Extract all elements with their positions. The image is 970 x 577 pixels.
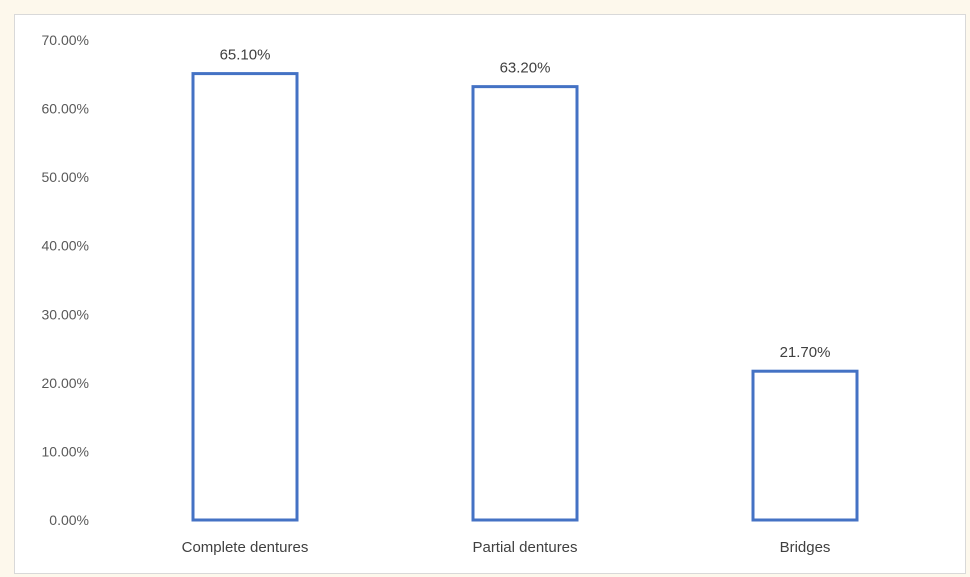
- data-label: 21.70%: [780, 344, 831, 361]
- data-label: 63.20%: [500, 60, 551, 77]
- data-label: 65.10%: [220, 47, 271, 64]
- y-tick-label: 60.00%: [42, 101, 89, 117]
- chart-frame: 0.00% 10.00% 20.00% 30.00% 40.00% 50.00% 60.00…: [14, 14, 966, 574]
- y-tick-label: 10.00%: [42, 443, 89, 459]
- y-axis: 0.00% 10.00% 20.00% 30.00% 40.00% 50.00% 60.00…: [42, 32, 89, 528]
- bar-partial-dentures: [471, 85, 579, 522]
- y-tick-label: 70.00%: [42, 32, 89, 48]
- bar-complete-dentures: [191, 72, 299, 522]
- category-label: Bridges: [780, 539, 831, 556]
- y-tick-label: 30.00%: [42, 306, 89, 322]
- data-labels: 65.10% 63.20% 21.70%: [220, 47, 831, 362]
- category-label: Partial dentures: [472, 539, 577, 556]
- bars: [191, 72, 859, 522]
- y-tick-label: 20.00%: [42, 375, 89, 391]
- y-tick-label: 50.00%: [42, 169, 89, 185]
- y-tick-label: 0.00%: [49, 512, 89, 528]
- bar-chart: 0.00% 10.00% 20.00% 30.00% 40.00% 50.00% 60.00…: [42, 32, 859, 556]
- category-label: Complete dentures: [182, 539, 309, 556]
- bar-bridges: [751, 369, 859, 522]
- x-axis: Complete dentures Partial dentures Bridges: [182, 539, 831, 556]
- y-tick-label: 40.00%: [42, 238, 89, 254]
